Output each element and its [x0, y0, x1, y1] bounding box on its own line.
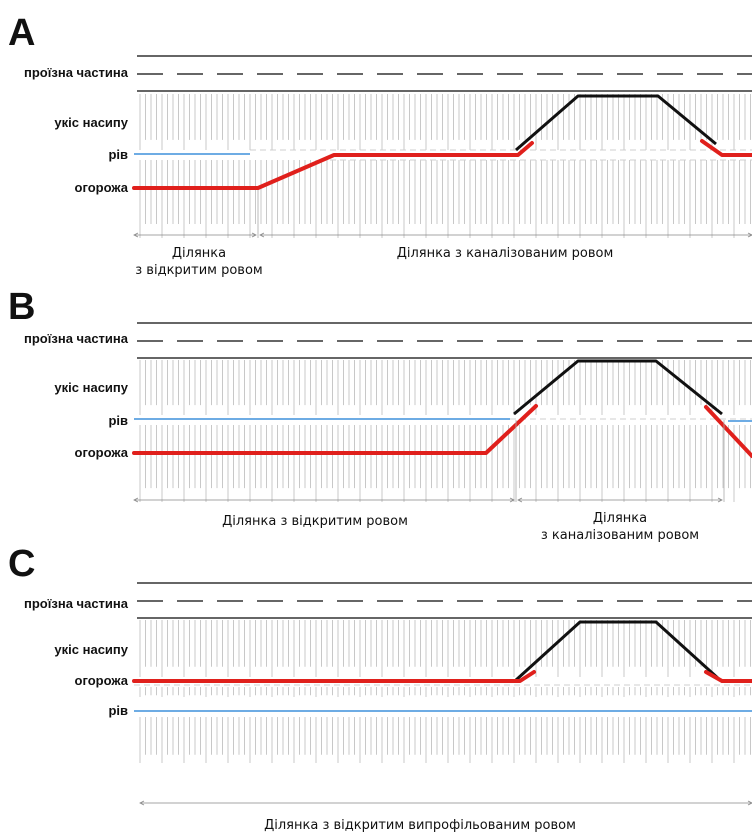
section-label-line2: з каналізованим ровом: [540, 528, 700, 543]
fence-line: [704, 405, 752, 458]
section-label-culverted-ditch: Ділянка з каналізованим ровом: [360, 245, 650, 262]
section-label-line1: Ділянка з відкритим ровом: [222, 514, 408, 529]
slope-hatching: [139, 360, 751, 415]
section-label-open-ditch: Ділянка з відкритим ровом: [134, 245, 264, 279]
fence-label: огорожа: [74, 673, 128, 688]
panel-b: B проїзна частина укіс насипу рів огорож…: [0, 280, 752, 545]
section-label-open-ditch: Ділянка з відкритим ровом: [170, 513, 460, 530]
ground-hatching: [139, 717, 751, 763]
dimension-arrow: [139, 800, 145, 806]
section-label-line1: Ділянка: [171, 246, 227, 261]
fence-line: [132, 404, 538, 455]
dimension-arrow: [517, 497, 523, 503]
section-label-line1: Ділянка з каналізованим ровом: [396, 246, 614, 261]
dimension-arrow: [747, 232, 752, 238]
embankment-crossing-line: [513, 359, 723, 416]
slope-label: укіс насипу: [54, 115, 128, 130]
dimension-arrow: [717, 497, 723, 503]
section-label-line1: Ділянка: [592, 511, 648, 526]
fence-label: огорожа: [74, 180, 128, 195]
slope-label: укіс насипу: [54, 642, 128, 657]
section-label-culverted-ditch: Ділянка з каналізованим ровом: [530, 510, 710, 544]
fence-label: огорожа: [74, 445, 128, 460]
panel-b-diagram: [132, 322, 752, 503]
panel-c: C проїзна частина укіс насипу огорожа рі…: [0, 545, 752, 836]
fence-line: [704, 670, 752, 683]
verge-hatching: [139, 687, 751, 697]
panel-letter: B: [8, 286, 36, 328]
panel-a: A проїзна частина укіс насипу рів огорож…: [0, 0, 752, 280]
ditch-label: рів: [108, 413, 128, 428]
section-label-open-profiled-ditch: Ділянка з відкритим випрофільованим рово…: [220, 817, 620, 834]
slope-hatching: [139, 620, 751, 677]
ground-hatching: [139, 160, 751, 238]
embankment-crossing-line: [515, 94, 717, 152]
road-label: проїзна частина: [24, 331, 128, 346]
road-label: проїзна частина: [24, 596, 128, 611]
panel-letter: A: [8, 12, 36, 54]
fence-line: [700, 139, 752, 157]
ditch-label: рів: [108, 703, 128, 718]
dimension-arrow: [747, 800, 752, 806]
road-label: проїзна частина: [24, 65, 128, 80]
dimension-arrow: [251, 232, 257, 238]
panel-c-diagram: [132, 582, 752, 806]
panel-a-diagram: [132, 55, 752, 238]
fence-line: [132, 141, 534, 190]
ground-hatching: [139, 425, 751, 502]
section-label-line2: з відкритим ровом: [135, 263, 263, 278]
slope-hatching: [139, 94, 751, 150]
embankment-crossing-line: [514, 620, 722, 682]
section-label-line1: Ділянка з відкритим випрофільованим рово…: [264, 818, 576, 833]
slope-label: укіс насипу: [54, 380, 128, 395]
dimension-arrow: [509, 497, 515, 503]
panel-letter: C: [8, 543, 36, 585]
fence-line: [132, 670, 536, 683]
ditch-label: рів: [108, 147, 128, 162]
dimension-arrow: [133, 232, 139, 238]
dimension-arrow: [259, 232, 265, 238]
dimension-arrow: [133, 497, 139, 503]
